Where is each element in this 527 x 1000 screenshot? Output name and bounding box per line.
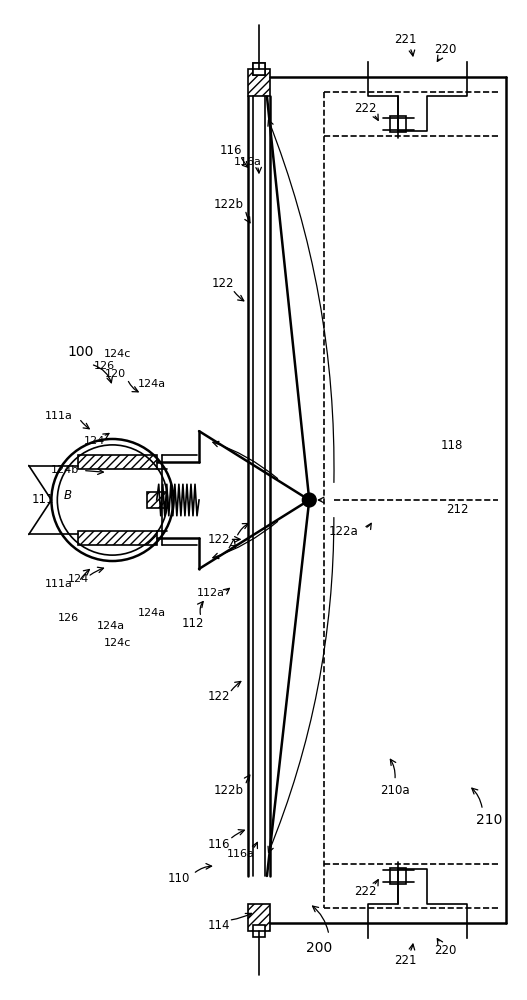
Text: 122: 122 (208, 690, 230, 703)
Text: 100: 100 (68, 345, 94, 359)
Text: 126: 126 (57, 613, 79, 623)
Text: 124: 124 (67, 574, 89, 584)
Text: 124c: 124c (104, 638, 131, 648)
Text: 116a: 116a (227, 849, 255, 859)
Text: 212: 212 (446, 503, 468, 516)
Text: 124a: 124a (138, 608, 166, 618)
Text: 122: 122 (211, 277, 234, 290)
Text: 221: 221 (395, 954, 417, 967)
Bar (248, 904, 270, 931)
Bar (78, 531, 157, 545)
Text: 120: 120 (105, 369, 126, 379)
Text: 110: 110 (168, 872, 191, 885)
Bar (390, 116, 406, 132)
Text: A: A (229, 538, 237, 551)
Text: 124c: 124c (104, 349, 131, 359)
Text: 220: 220 (434, 944, 456, 957)
Text: 111a: 111a (44, 579, 72, 589)
Bar (253, 63, 265, 75)
Text: 124a: 124a (96, 621, 124, 631)
Text: 210: 210 (476, 813, 503, 827)
Bar (78, 455, 157, 469)
Text: 222: 222 (354, 885, 377, 898)
Text: 112a: 112a (197, 588, 225, 598)
Text: 114: 114 (208, 919, 230, 932)
Text: 122: 122 (208, 533, 230, 546)
Bar (390, 868, 406, 884)
Text: 124: 124 (84, 436, 105, 446)
Text: 111a: 111a (44, 411, 72, 421)
Text: 221: 221 (395, 33, 417, 46)
Text: 124b: 124b (51, 465, 79, 475)
Bar (253, 925, 265, 937)
Text: 124a: 124a (138, 379, 166, 389)
Text: 200: 200 (306, 941, 332, 955)
Bar (147, 492, 167, 508)
Text: 210a: 210a (380, 784, 409, 797)
Text: 116: 116 (219, 144, 242, 157)
Text: 111: 111 (32, 493, 54, 506)
Bar (248, 69, 270, 96)
Text: 116a: 116a (235, 157, 262, 167)
Text: 220: 220 (434, 43, 456, 56)
Text: 116: 116 (208, 838, 230, 851)
Text: B: B (64, 489, 72, 502)
Text: 122b: 122b (213, 784, 243, 797)
Text: 122a: 122a (329, 525, 358, 538)
Text: 112: 112 (182, 617, 204, 630)
Text: 118: 118 (441, 439, 463, 452)
Bar (253, 63, 265, 75)
Text: 122b: 122b (213, 198, 243, 211)
Text: 222: 222 (354, 102, 377, 115)
Circle shape (302, 493, 316, 507)
Text: 126: 126 (94, 361, 115, 371)
